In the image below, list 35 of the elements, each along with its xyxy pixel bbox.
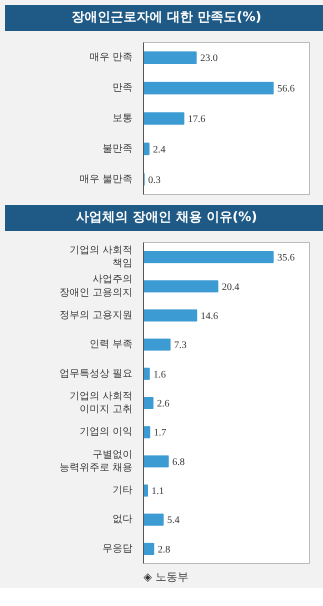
data-label: 17.6 <box>188 114 206 125</box>
y-tick-label: 기업의 이익 <box>79 426 133 438</box>
y-tick-label: 기업의 사회적 책임 <box>69 244 133 270</box>
data-label: 1.1 <box>152 486 164 498</box>
data-label: 1.7 <box>154 428 166 439</box>
y-tick-label: 매우 불만족 <box>79 174 133 185</box>
data-label: 5.4 <box>167 515 180 526</box>
y-tick-label: 불만족 <box>102 143 132 154</box>
y-tick-label: 정부의 고용지원 <box>59 310 133 321</box>
data-label: 7.3 <box>174 340 187 352</box>
data-label: 20.4 <box>222 282 240 293</box>
text: ◈ 노동부 <box>144 570 188 584</box>
chart-title: 사업체의 장애인 채용 이유(%) <box>76 209 258 227</box>
data-label: 1.6 <box>153 369 166 380</box>
y-tick-label: 없다 <box>112 514 132 526</box>
data-label: 2.4 <box>153 144 166 156</box>
chart-title: 장애인근로자에 대한 만족도(%) <box>72 9 262 27</box>
data-label: 23.0 <box>200 53 218 64</box>
y-tick-label: 기업의 사회적 이미지 고취 <box>69 390 133 416</box>
y-tick-label: 인력 부족 <box>89 339 133 350</box>
y-tick-label: 기타 <box>112 485 132 496</box>
y-tick-label: 만족 <box>112 82 132 94</box>
y-tick-label: 구별없이 능력위주로 채용 <box>59 449 133 474</box>
data-label: 35.6 <box>277 252 295 264</box>
y-tick-label: 사업주의 장애인 고용의지 <box>59 274 133 298</box>
data-label: 56.6 <box>277 84 295 95</box>
y-tick-label: 보통 <box>112 113 132 124</box>
data-label: 0.3 <box>148 174 161 186</box>
data-label: 2.8 <box>158 544 170 556</box>
y-tick-label: 매우 만족 <box>89 52 133 64</box>
data-label: 2.6 <box>156 398 170 410</box>
y-tick-label: 무응답 <box>102 543 132 554</box>
data-label: 14.6 <box>200 310 218 322</box>
data-label: 6.8 <box>172 456 185 468</box>
y-tick-label: 업무특성상 필요 <box>59 368 133 380</box>
